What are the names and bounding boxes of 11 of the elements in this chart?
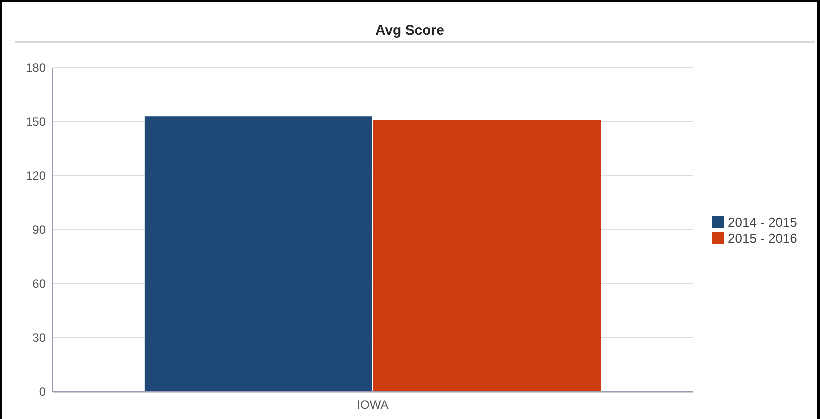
legend-label: 2014 - 2015: [728, 215, 798, 230]
y-tick-label: 0: [39, 385, 46, 399]
x-tick-label: IOWA: [357, 398, 389, 412]
y-tick-label: 120: [26, 169, 46, 183]
y-tick-label: 60: [32, 277, 46, 291]
y-tick-label: 30: [32, 331, 46, 345]
chart-title: Avg Score: [376, 22, 445, 38]
y-tick-label: 150: [26, 115, 46, 129]
y-tick-label: 180: [26, 61, 46, 75]
legend-label: 2015 - 2016: [728, 231, 798, 246]
y-tick-label: 90: [32, 223, 46, 237]
